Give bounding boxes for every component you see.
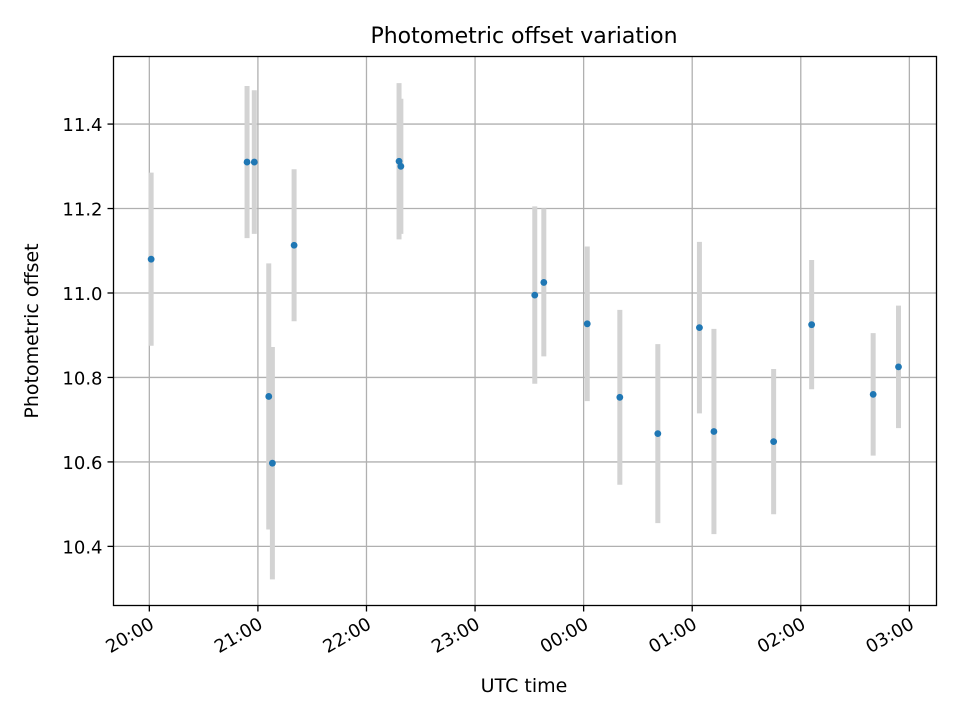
y-axis-label: Photometric offset (21, 243, 43, 418)
data-point (397, 162, 405, 170)
y-tick-label: 11.2 (62, 200, 102, 221)
x-tick-label: 00:00 (537, 614, 592, 658)
data-point (654, 430, 662, 438)
data-point (583, 320, 591, 328)
x-tick-label: 20:00 (102, 614, 157, 658)
x-axis: 20:00 21:00 22:00 23:00 00:00 01:00 02:00 03:00 (102, 605, 918, 658)
y-axis: 10.4 10.6 10.8 11.0 11.2 11.4 (62, 115, 114, 558)
data-point (531, 291, 539, 299)
grid (113, 56, 937, 606)
y-tick-label: 10.8 (62, 368, 102, 389)
data-point (250, 158, 258, 166)
x-axis-label: UTC time (481, 675, 568, 697)
x-tick-label: 21:00 (211, 614, 266, 658)
y-tick-label: 10.4 (62, 537, 102, 558)
data-point (243, 158, 251, 166)
data-point (895, 363, 902, 371)
x-tick-label: 03:00 (862, 614, 917, 658)
x-tick-label: 22:00 (320, 614, 375, 658)
data-point (696, 324, 703, 332)
error-bars (148, 83, 901, 580)
y-tick-label: 11.0 (62, 284, 102, 305)
data-points (147, 157, 902, 467)
chart-title: Photometric offset variation (370, 24, 677, 49)
y-tick-label: 10.6 (62, 453, 102, 474)
data-point (710, 428, 718, 435)
data-point (540, 279, 548, 286)
data-point (869, 390, 877, 398)
plot-frame (112, 55, 938, 607)
data-point (290, 241, 298, 249)
data-point (808, 321, 816, 329)
y-tick-label: 11.4 (62, 115, 102, 136)
data-point (616, 393, 624, 401)
data-point (147, 255, 155, 263)
x-tick-label: 23:00 (428, 614, 483, 658)
x-tick-label: 02:00 (754, 614, 809, 658)
data-point (265, 393, 273, 400)
x-tick-label: 01:00 (645, 614, 700, 658)
data-point (268, 459, 276, 467)
data-point (770, 438, 778, 446)
